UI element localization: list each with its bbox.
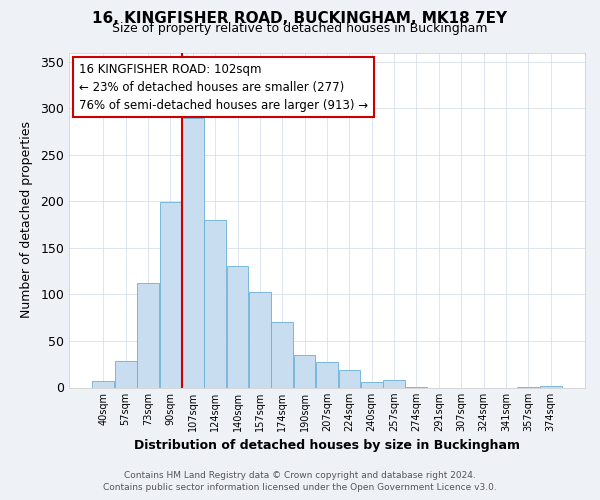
- Y-axis label: Number of detached properties: Number of detached properties: [20, 122, 34, 318]
- Bar: [383, 380, 405, 388]
- Bar: [517, 386, 539, 388]
- Bar: [182, 118, 203, 388]
- Bar: [137, 284, 159, 388]
- Bar: [249, 292, 271, 388]
- Bar: [338, 370, 360, 388]
- Text: 16 KINGFISHER ROAD: 102sqm
← 23% of detached houses are smaller (277)
76% of sem: 16 KINGFISHER ROAD: 102sqm ← 23% of deta…: [79, 62, 368, 112]
- Bar: [92, 381, 114, 388]
- Bar: [205, 220, 226, 388]
- Bar: [115, 360, 137, 388]
- Text: 16, KINGFISHER ROAD, BUCKINGHAM, MK18 7EY: 16, KINGFISHER ROAD, BUCKINGHAM, MK18 7E…: [92, 11, 508, 26]
- Bar: [294, 355, 316, 388]
- Bar: [361, 382, 383, 388]
- Bar: [540, 386, 562, 388]
- Bar: [271, 322, 293, 388]
- Bar: [227, 266, 248, 388]
- Bar: [316, 362, 338, 388]
- Text: Size of property relative to detached houses in Buckingham: Size of property relative to detached ho…: [112, 22, 488, 35]
- Bar: [406, 386, 427, 388]
- X-axis label: Distribution of detached houses by size in Buckingham: Distribution of detached houses by size …: [134, 440, 520, 452]
- Bar: [160, 202, 181, 388]
- Text: Contains HM Land Registry data © Crown copyright and database right 2024.
Contai: Contains HM Land Registry data © Crown c…: [103, 471, 497, 492]
